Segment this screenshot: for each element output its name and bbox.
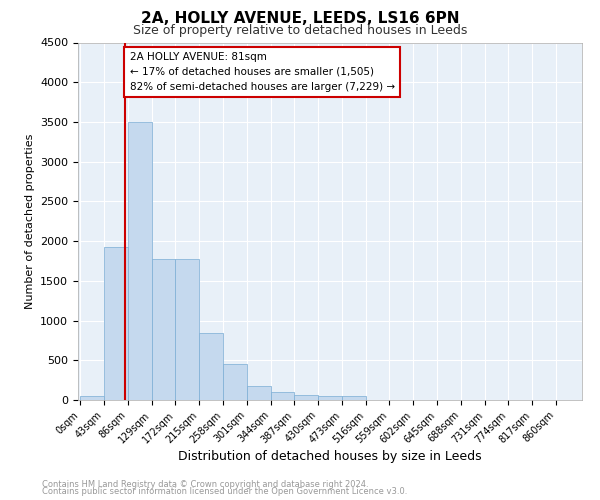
Bar [342, 396, 365, 400]
Y-axis label: Number of detached properties: Number of detached properties [25, 134, 35, 309]
Bar [271, 392, 295, 400]
Bar [199, 334, 223, 400]
Bar [223, 364, 247, 400]
Text: Size of property relative to detached houses in Leeds: Size of property relative to detached ho… [133, 24, 467, 37]
Bar [80, 396, 104, 400]
Bar [318, 396, 342, 400]
Bar [295, 395, 318, 400]
Bar [104, 248, 128, 400]
Text: Contains public sector information licensed under the Open Government Licence v3: Contains public sector information licen… [42, 487, 407, 496]
Bar [175, 258, 199, 400]
Bar [128, 122, 152, 400]
Bar [152, 258, 175, 400]
Text: Contains HM Land Registry data © Crown copyright and database right 2024.: Contains HM Land Registry data © Crown c… [42, 480, 368, 489]
Text: 2A, HOLLY AVENUE, LEEDS, LS16 6PN: 2A, HOLLY AVENUE, LEEDS, LS16 6PN [141, 11, 459, 26]
Bar [247, 386, 271, 400]
Text: 2A HOLLY AVENUE: 81sqm
← 17% of detached houses are smaller (1,505)
82% of semi-: 2A HOLLY AVENUE: 81sqm ← 17% of detached… [130, 52, 395, 92]
X-axis label: Distribution of detached houses by size in Leeds: Distribution of detached houses by size … [178, 450, 482, 463]
